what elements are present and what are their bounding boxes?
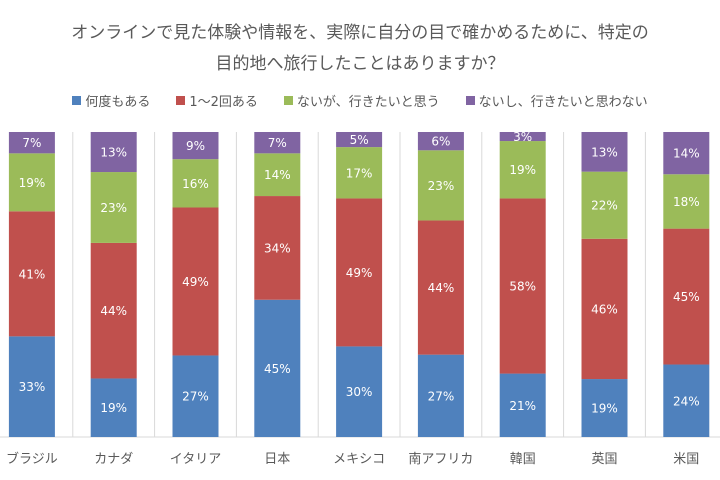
bar-segment — [172, 355, 219, 437]
bar-segment — [90, 242, 137, 379]
bar-segment — [581, 171, 628, 239]
data-label: 17% — [346, 166, 373, 180]
data-label: 19% — [19, 176, 46, 190]
bar-segment — [8, 153, 55, 212]
bar-segment — [499, 132, 546, 142]
data-label: 5% — [350, 133, 369, 147]
legend-item: ないし、行きたいと思わない — [465, 91, 648, 110]
bar-segment — [663, 174, 710, 229]
category-label: メキシコ — [333, 452, 385, 467]
data-label: 13% — [591, 145, 618, 159]
data-label: 27% — [182, 390, 209, 404]
category-label: カナダ — [94, 452, 133, 467]
data-label: 19% — [509, 163, 536, 177]
data-label: 14% — [264, 168, 291, 182]
bar-segment — [663, 228, 710, 365]
legend-label: ないが、行きたいと思う — [296, 95, 440, 110]
bar-segment — [581, 132, 628, 172]
data-label: 58% — [509, 280, 536, 294]
bar-segment — [663, 132, 710, 175]
data-label: 6% — [431, 135, 450, 149]
category-label: イタリア — [170, 452, 221, 467]
legend-label: ないし、行きたいと思わない — [478, 95, 648, 110]
legend-label: 何度もある — [85, 95, 151, 110]
bar-segment — [8, 336, 55, 437]
bar-segment — [499, 373, 546, 437]
chart-title-line-2: 目的地へ旅行したことはありますか？ — [215, 54, 505, 74]
bar-segment — [8, 211, 55, 337]
data-label: 45% — [264, 362, 291, 376]
bar-segment — [8, 132, 55, 154]
legend-item: 何度もある — [72, 91, 150, 110]
legend-swatch — [176, 96, 186, 105]
category-label: 南アフリカ — [408, 451, 473, 467]
data-label: 44% — [100, 304, 127, 318]
legend-swatch — [72, 96, 82, 105]
bar-segment — [336, 132, 383, 148]
category-label: 日本 — [264, 452, 290, 467]
data-label: 22% — [591, 199, 618, 213]
data-label: 45% — [673, 290, 700, 304]
bar-segment — [172, 207, 219, 356]
bar-segment — [336, 346, 383, 437]
data-label: 23% — [428, 179, 455, 193]
bar-segment — [172, 132, 219, 160]
data-label: 7% — [268, 136, 287, 150]
category-label: 英国 — [591, 452, 617, 467]
bar-segment — [172, 159, 219, 208]
category-label: 米国 — [673, 452, 699, 467]
legend-swatch — [283, 96, 293, 105]
data-label: 16% — [182, 177, 209, 191]
data-label: 18% — [673, 195, 700, 209]
data-label: 49% — [182, 275, 209, 289]
data-label: 7% — [22, 136, 41, 150]
bar-segment — [254, 153, 301, 197]
category-label: 韓国 — [510, 452, 536, 467]
data-label: 3% — [513, 130, 532, 144]
legend-label: 1～2回ある — [189, 95, 258, 110]
bar-segment — [417, 354, 464, 437]
data-label: 27% — [428, 389, 455, 403]
bar-segment — [90, 172, 137, 243]
bar-segment — [417, 220, 464, 355]
data-label: 14% — [673, 147, 700, 161]
data-label: 19% — [591, 402, 618, 416]
bar-segment — [336, 147, 383, 199]
data-label: 33% — [19, 380, 46, 394]
bar-segment — [254, 299, 301, 437]
legend-item: ないが、行きたいと思う — [283, 91, 440, 110]
category-label: ブラジル — [6, 451, 58, 467]
data-label: 34% — [264, 241, 291, 255]
bar-segment — [499, 141, 546, 199]
bar-segment — [417, 150, 464, 221]
data-label: 21% — [509, 399, 536, 413]
bar-segment — [663, 364, 710, 437]
bar-segment — [254, 196, 301, 300]
data-label: 30% — [346, 385, 373, 399]
data-label: 46% — [591, 302, 618, 316]
bar-segment — [499, 198, 546, 374]
bar-segment — [581, 238, 628, 380]
bar-segment — [336, 198, 383, 347]
bar-segment — [254, 132, 301, 154]
bar-segment — [417, 132, 464, 151]
bar-segment — [90, 378, 137, 437]
data-label: 23% — [100, 201, 127, 215]
data-label: 49% — [346, 266, 373, 280]
legend-swatch — [465, 96, 475, 105]
bar-segment — [90, 132, 137, 173]
data-label: 9% — [186, 139, 205, 153]
legend: 何度もある 1～2回ある ないが、行きたいと思う ないし、行きたいと思わない — [0, 91, 720, 110]
legend-item: 1～2回ある — [176, 91, 258, 110]
data-label: 13% — [100, 146, 127, 160]
data-label: 24% — [673, 394, 700, 408]
data-label: 41% — [19, 267, 46, 281]
chart-title-line-1: オンラインで見た体験や情報を、実際に自分の目で確かめるために、特定の — [71, 23, 649, 43]
data-label: 19% — [100, 401, 127, 415]
bar-segment — [581, 379, 628, 437]
data-label: 44% — [428, 281, 455, 295]
